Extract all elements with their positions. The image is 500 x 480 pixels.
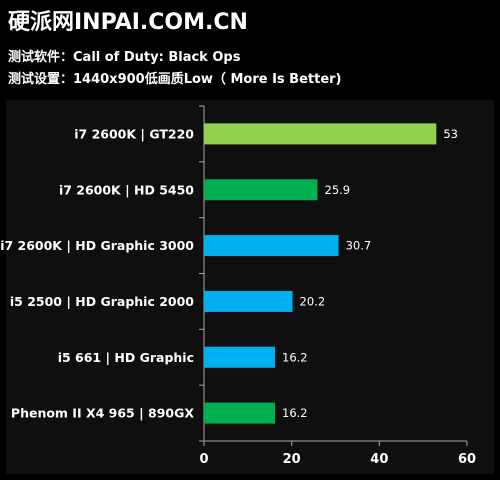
category-label: i7 2600K | HD Graphic 3000 [0, 238, 194, 253]
data-label: 30.7 [346, 239, 372, 253]
site-title: 硬派网INPAI.COM.CN [8, 10, 248, 35]
data-label: 25.9 [325, 183, 351, 197]
plot-area: 0 20 40 60 i7 2600K | GT220 53 i7 2600K | HD 5… [0, 105, 476, 467]
test-settings: 测试设置：1440x900低画质Low（ More Is Better) [8, 71, 342, 87]
bar [204, 123, 437, 145]
data-label: 16.2 [282, 406, 308, 420]
test-software: 测试软件：Call of Duty: Black Ops [8, 49, 241, 65]
category-label: i7 2600K | HD 5450 [59, 182, 194, 197]
x-tick-label: 60 [458, 452, 476, 467]
bar [204, 402, 276, 424]
category-label: i5 661 | HD Graphic [58, 350, 194, 365]
category-label: i7 2600K | GT220 [74, 126, 194, 141]
category-label: Phenom II X4 965 | 890GX [11, 406, 194, 421]
data-label: 53 [443, 127, 458, 141]
bar [204, 179, 318, 201]
data-label: 16.2 [282, 350, 308, 364]
category-label: i5 2500 | HD Graphic 2000 [10, 294, 194, 309]
bar [204, 346, 276, 368]
x-tick-label: 0 [199, 452, 208, 467]
bar [204, 235, 339, 257]
bar [204, 290, 293, 312]
x-tick-label: 40 [370, 452, 388, 467]
x-tick-label: 20 [283, 452, 301, 467]
data-label: 20.2 [300, 294, 326, 308]
